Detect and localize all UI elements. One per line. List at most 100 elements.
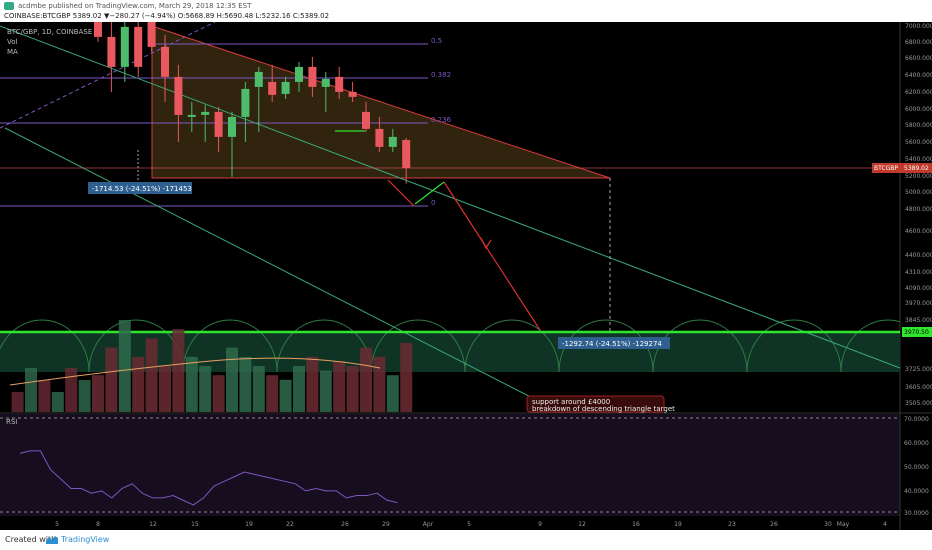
price-tick: 4090.000 (905, 285, 932, 292)
legend-vol[interactable]: Vol (7, 38, 18, 46)
time-tick: 19 (674, 521, 682, 528)
projection-arrows (387, 179, 541, 331)
time-tick: 19 (245, 521, 253, 528)
time-tick: 29 (382, 521, 390, 528)
volume-bar (226, 347, 238, 412)
candle-body (348, 91, 357, 97)
candle-body (107, 36, 116, 67)
price-tick: 6800.000 (905, 39, 932, 46)
tradingview-link[interactable]: TradingView (61, 535, 110, 544)
candle-body (134, 26, 143, 67)
candles (94, 22, 411, 184)
price-tick: 3845.000 (905, 317, 932, 324)
drop-callout-2: -1292.74 (-24.51%) -129274 (562, 340, 662, 348)
volume-bar (239, 356, 252, 412)
note-box (526, 395, 665, 413)
time-tick: 15 (191, 521, 199, 528)
candle-body (388, 136, 397, 147)
candle-body (321, 78, 330, 87)
price-tick: 6400.000 (905, 72, 932, 79)
candle-body (241, 88, 250, 117)
time-tick: 5 (467, 521, 471, 528)
price-tick: 5200.000 (905, 173, 932, 180)
price-axis[interactable]: 7000.000 6800.000 6600.000 6400.000 6200.000… (905, 23, 932, 407)
volume-bar (185, 356, 198, 412)
rsi-axis[interactable]: 70.0000 60.0000 50.0000 40.0000 30.0000 (904, 416, 929, 517)
rsi-tick: 40.0000 (904, 488, 929, 495)
fib-label-0382: 0.382 (431, 71, 451, 79)
trendline-lower (4, 127, 561, 412)
price-tick: 5400.000 (905, 156, 932, 163)
volume-bar (172, 329, 185, 412)
support-arc (652, 319, 748, 373)
fib-label-0: 0 (431, 199, 435, 207)
volume-bar (78, 380, 91, 412)
candle-body (214, 111, 223, 137)
drop-callout-2-box (558, 337, 670, 349)
volume-bar (65, 368, 78, 412)
note-line-1: support around £4000 (532, 398, 610, 406)
support-arc (182, 319, 278, 373)
volume-bar (118, 320, 131, 412)
bounce-arrow (414, 181, 445, 205)
candle-body (174, 76, 183, 115)
support-price-tag-box (902, 327, 932, 337)
support-price-tag: 3970.50 (904, 329, 929, 336)
note-line-2: breakdown of descending triangle target (532, 405, 675, 413)
rsi-line (19, 450, 398, 506)
volume-bar (132, 356, 145, 412)
time-tick: 9 (538, 521, 542, 528)
candle-body (254, 71, 263, 87)
tradingview-logo-icon (46, 536, 58, 544)
price-tick: 4400.000 (905, 252, 932, 259)
price-chart[interactable]: 0.5 0.382 0.236 0 BTC/GBP, 1D, COINBASE … (0, 22, 932, 530)
candle-body (308, 66, 317, 87)
descending-triangle (151, 25, 611, 179)
trendline-upper (0, 25, 900, 369)
avatar (4, 2, 14, 10)
volume-bar (38, 380, 51, 412)
volume-bar (333, 361, 346, 412)
volume-bar (386, 375, 399, 412)
candle-body (295, 66, 303, 82)
time-tick: May (837, 521, 850, 528)
trendline-dashed (0, 22, 216, 129)
support-arc (558, 319, 654, 373)
price-tick: 5800.000 (905, 122, 932, 129)
price-tick: 6000.000 (905, 106, 932, 113)
candle-body (201, 111, 210, 115)
author-link[interactable]: acdmbe (18, 2, 47, 10)
time-tick: 30 (824, 521, 832, 528)
volume-bar (319, 370, 332, 412)
price-tick: 7000.000 (905, 23, 932, 30)
price-tick: 5600.000 (905, 139, 932, 146)
legend-rsi[interactable]: RSI (6, 418, 17, 426)
support-arc (0, 319, 90, 373)
volume-bar (400, 343, 413, 412)
price-tick: 3505.000 (905, 400, 932, 407)
volume-bar (92, 375, 104, 412)
volume-bar (145, 338, 158, 412)
publish-info: acdmbe published on TradingView.com, Mar… (18, 1, 251, 11)
rsi-tick: 70.0000 (904, 416, 929, 423)
volume-bar (293, 366, 305, 412)
time-axis[interactable]: 5 8 12 15 19 22 26 29 Apr 5 9 12 16 19 23 26 30 May 4 (55, 521, 887, 528)
price-tick: 4600.000 (905, 228, 932, 235)
volume-bar (51, 392, 64, 412)
price-tick: 3725.000 (905, 366, 932, 373)
volume-bar (346, 366, 359, 412)
legend-ma[interactable]: MA (7, 48, 18, 56)
symbol-tag-box (872, 163, 902, 173)
created-with-label: Created with (5, 535, 57, 544)
candle-body (402, 140, 411, 168)
time-tick: 8 (96, 521, 100, 528)
support-arc (370, 319, 466, 373)
rsi-tick: 60.0000 (904, 440, 929, 447)
fib-label-05: 0.5 (431, 37, 442, 45)
volume-bar (105, 347, 118, 412)
candle-body (375, 128, 384, 147)
volume-bars (11, 320, 413, 412)
time-tick: 23 (728, 521, 736, 528)
volume-bar (252, 366, 265, 412)
ohlc-values: 5389.02 ▼−280.27 (−4.94%) O:5668.89 H:56… (72, 12, 330, 20)
